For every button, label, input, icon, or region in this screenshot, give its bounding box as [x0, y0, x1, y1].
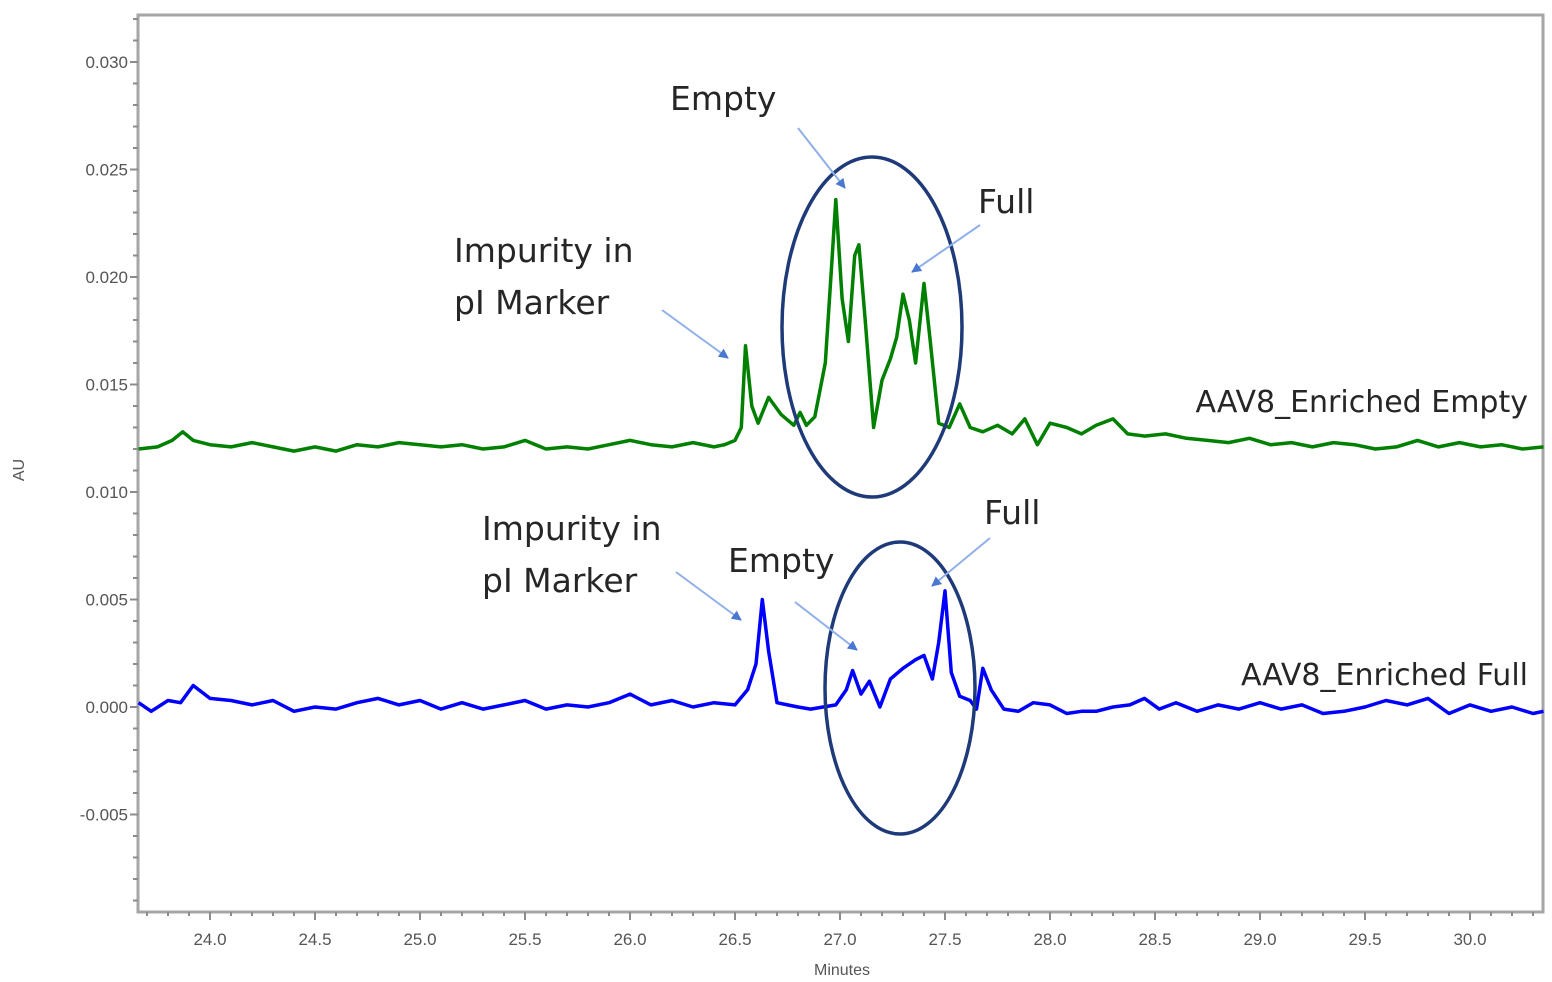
- x-tick-label: 25.5: [508, 930, 541, 949]
- trace-aav8-enriched-empty: [138, 197, 1544, 453]
- y-tick-label: 0.010: [85, 483, 128, 502]
- x-tick-label: 29.5: [1348, 930, 1381, 949]
- upper-full-label: Full: [978, 182, 1034, 221]
- y-tick-label: 0.005: [85, 591, 128, 610]
- lower-empty-label: Empty: [728, 541, 834, 580]
- lower-impurity-arrow: [675, 571, 742, 621]
- y-axis-title: AU: [11, 459, 28, 481]
- upper-impurity-arrow: [661, 309, 729, 359]
- trace-label-full: AAV8_Enriched Full: [1241, 658, 1528, 693]
- x-axis: 24.0 24.5 25.0 25.5 26.0 26.5 27.0 27.5 28.0 28.5…: [146, 912, 1534, 949]
- y-tick-label: 0.020: [85, 268, 128, 287]
- upper-impurity-label-line2: pI Marker: [454, 283, 610, 322]
- x-tick-label: 24.0: [193, 930, 226, 949]
- lower-full-arrow: [931, 537, 991, 587]
- x-axis-title: Minutes: [814, 962, 870, 979]
- upper-full-arrow: [911, 224, 981, 273]
- x-tick-label: 28.5: [1138, 930, 1171, 949]
- upper-empty-label: Empty: [670, 79, 776, 118]
- lower-impurity-label-line2: pI Marker: [482, 561, 638, 600]
- x-tick-label: 25.0: [403, 930, 436, 949]
- y-tick-label: 0.000: [85, 698, 128, 717]
- upper-peak-highlight-ellipse: [780, 155, 964, 499]
- y-tick-label: -0.005: [80, 806, 128, 825]
- upper-empty-arrow: [797, 127, 846, 189]
- lower-peak-highlight-ellipse: [823, 540, 977, 836]
- trace-label-empty: AAV8_Enriched Empty: [1196, 385, 1529, 420]
- plot-area-frame: [136, 13, 1545, 914]
- x-tick-label: 30.0: [1453, 930, 1486, 949]
- lower-empty-arrow: [794, 601, 858, 651]
- x-tick-label: 24.5: [298, 930, 331, 949]
- y-axis: 0.030 0.025 0.020 0.015 0.010 0.005 0.000 -0.00…: [80, 18, 138, 902]
- x-tick-label: 26.5: [718, 930, 751, 949]
- upper-impurity-label-line1: Impurity in: [454, 231, 634, 270]
- x-tick-label: 29.0: [1243, 930, 1276, 949]
- x-tick-label: 27.0: [823, 930, 856, 949]
- x-tick-label: 28.0: [1033, 930, 1066, 949]
- lower-impurity-label-line1: Impurity in: [482, 509, 662, 548]
- y-tick-label: 0.025: [85, 161, 128, 180]
- y-tick-label: 0.030: [85, 53, 128, 72]
- trace-aav8-enriched-full: [137, 589, 1544, 716]
- lower-full-label: Full: [984, 493, 1040, 532]
- y-tick-label: 0.015: [85, 376, 128, 395]
- x-tick-label: 27.5: [928, 930, 961, 949]
- x-tick-label: 26.0: [613, 930, 646, 949]
